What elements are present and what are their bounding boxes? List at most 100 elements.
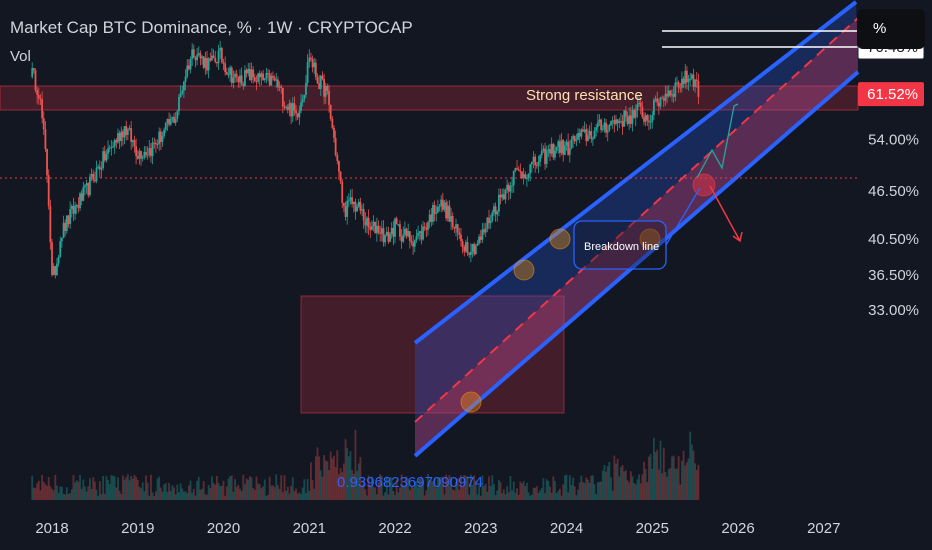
volume-bar xyxy=(590,475,593,500)
volume-bar xyxy=(85,491,88,500)
candle xyxy=(140,150,142,166)
candle xyxy=(695,72,698,88)
volume-bar xyxy=(46,485,48,500)
time-tick-label: 2023 xyxy=(464,520,497,537)
volume-bar xyxy=(560,495,563,500)
channel-upper-line[interactable] xyxy=(413,0,858,345)
candle xyxy=(336,152,339,165)
candle xyxy=(189,56,192,74)
candle xyxy=(415,229,418,243)
candle xyxy=(659,96,662,110)
candle xyxy=(154,139,157,153)
candle xyxy=(684,63,687,89)
candle xyxy=(113,138,116,155)
candle xyxy=(567,133,570,156)
volume-bar xyxy=(318,456,321,500)
candle xyxy=(117,128,119,144)
volume-bar xyxy=(227,478,230,500)
candle xyxy=(77,197,80,213)
volume-bar xyxy=(342,463,345,500)
candle xyxy=(639,97,642,115)
price-tick-label: 54.00% xyxy=(868,131,919,148)
candle xyxy=(253,73,256,83)
candle xyxy=(89,173,91,197)
volume-bar xyxy=(578,482,581,500)
volume-bar xyxy=(499,482,502,500)
volume-bar xyxy=(415,481,418,500)
volume-bar xyxy=(110,475,113,500)
volume-bar xyxy=(293,491,296,500)
candle xyxy=(209,52,212,63)
candle xyxy=(535,162,538,169)
candle xyxy=(235,69,238,83)
percent-scale-button[interactable]: % xyxy=(857,9,925,49)
candle xyxy=(181,85,184,96)
volume-bar xyxy=(504,494,507,500)
candle xyxy=(677,80,680,93)
candle xyxy=(648,114,650,131)
volume-bar xyxy=(201,488,203,500)
time-axis[interactable]: 2018 2019 2020 2021 2022 2023 2024 2025 2026 2027 xyxy=(35,520,840,537)
volume-bar xyxy=(278,488,281,500)
volume-bar xyxy=(291,477,294,500)
volume-indicator-label[interactable]: Vol xyxy=(10,48,31,65)
volume-bar xyxy=(481,475,484,500)
candle xyxy=(565,139,568,151)
candle xyxy=(95,160,98,184)
volume-bar xyxy=(153,495,156,500)
candle xyxy=(504,188,507,204)
price-tick-label: 40.50% xyxy=(868,231,919,248)
candle xyxy=(70,204,73,218)
volume-bar xyxy=(214,484,217,500)
candle xyxy=(291,97,294,123)
volume-bar xyxy=(639,483,642,500)
candle xyxy=(133,135,136,153)
volume-bar xyxy=(171,485,174,500)
price-axis[interactable]: 54.00% 46.50% 40.50% 36.50% 33.00% xyxy=(868,131,919,319)
volume-bar xyxy=(74,482,76,500)
volume-bar xyxy=(191,492,194,500)
volume-bar xyxy=(465,475,467,500)
volume-bar xyxy=(95,489,98,500)
volume-bar xyxy=(230,475,233,500)
volume-bar xyxy=(303,479,306,500)
candle xyxy=(82,181,85,202)
candle xyxy=(255,75,258,91)
volume-bar xyxy=(267,494,269,500)
volume-bar xyxy=(60,486,63,500)
volume-bar xyxy=(262,486,264,500)
channel-lower-line[interactable] xyxy=(413,70,860,458)
volume-bar xyxy=(685,462,688,500)
candle xyxy=(555,146,558,154)
candle xyxy=(224,56,227,76)
candle xyxy=(146,146,149,160)
candle xyxy=(458,227,461,239)
candle xyxy=(128,125,131,131)
candle xyxy=(408,230,411,249)
volume-bar xyxy=(42,481,45,500)
volume-bar xyxy=(113,476,116,500)
volume-bar xyxy=(328,470,330,500)
volume-bar xyxy=(331,458,334,500)
volume-bar xyxy=(154,491,157,500)
volume-bar xyxy=(648,456,650,500)
volume-bar xyxy=(211,476,213,500)
volume-bar xyxy=(374,487,377,500)
volume-bar xyxy=(369,484,372,500)
candle xyxy=(267,68,269,82)
volume-bar xyxy=(519,481,522,500)
volume-bar xyxy=(324,460,327,500)
volume-bar xyxy=(283,475,286,500)
candle xyxy=(664,85,667,106)
candle xyxy=(575,133,578,147)
candle xyxy=(97,164,100,170)
volume-bar xyxy=(379,474,382,500)
volume-bar xyxy=(158,476,161,500)
candle xyxy=(341,178,344,209)
volume-bar xyxy=(206,494,208,500)
volume-bar xyxy=(255,476,258,500)
candle xyxy=(84,183,86,196)
volume-bar xyxy=(270,485,273,500)
volume-bar xyxy=(689,431,692,500)
